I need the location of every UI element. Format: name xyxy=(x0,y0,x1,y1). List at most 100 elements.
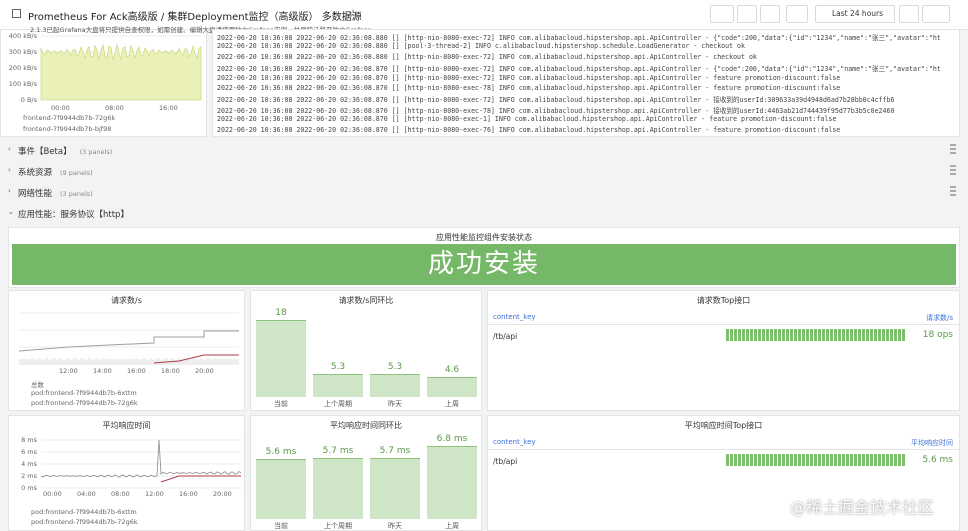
bar-value-label: 5.3 xyxy=(387,361,403,372)
log-line: 2022-06-20 10:36:08 2022-06-20 02:36:08.… xyxy=(217,73,841,82)
row-header[interactable]: ⌄ 应用性能：服务协议【http】 xyxy=(8,205,960,223)
bar-category-label: 昨天 xyxy=(388,400,402,408)
bar-value-label: 5.6 ms xyxy=(265,446,297,457)
y-tick-label: 200 kB/s xyxy=(8,64,37,72)
series-line xyxy=(153,354,239,364)
log-line: 2022-06-20 10:36:08 2022-06-20 02:36:08.… xyxy=(217,34,941,42)
x-tick-label: 00:00 xyxy=(51,104,70,112)
y-tick-label: 0 B/s xyxy=(20,96,37,104)
x-tick-label: 08:00 xyxy=(105,104,124,112)
graph-button[interactable] xyxy=(710,5,734,23)
row-title-text: 系统资源 xyxy=(18,168,53,178)
log-line: 2022-06-20 10:36:08 2022-06-20 02:36:08.… xyxy=(217,84,841,92)
save-button[interactable] xyxy=(737,5,757,23)
series-line xyxy=(160,475,241,483)
row-panel-count: (3 panels) xyxy=(79,148,113,156)
log-line: 2022-06-20 10:36:08 2022-06-20 02:36:08.… xyxy=(217,65,941,74)
column-header: 平均响应时间 xyxy=(911,439,953,447)
bar xyxy=(256,320,306,397)
x-tick-label: 18:00 xyxy=(161,367,180,375)
row-header[interactable]: › 网络性能 (3 panels) xyxy=(8,184,960,202)
drag-handle xyxy=(950,144,956,156)
row-header[interactable]: › 事件【Beta】 (3 panels) xyxy=(8,142,960,160)
request-rate-panel: 请求数/s 12:00 14:00 16:00 18:00 20:00 总数 pod:fro… xyxy=(8,290,245,411)
x-tick-label: 04:00 xyxy=(77,490,96,498)
column-header: content_key xyxy=(493,313,536,321)
row-caret: ⌄ xyxy=(8,208,14,216)
column-header: 请求数/s xyxy=(925,314,953,322)
log-line: 2022-06-20 10:36:08 2022-06-20 02:36:08.… xyxy=(217,96,895,105)
bar xyxy=(370,373,420,397)
bar xyxy=(370,457,420,519)
bar xyxy=(427,446,477,519)
bar-category-label: 当前 xyxy=(274,400,288,408)
panel-title: 平均响应时间 xyxy=(102,421,151,430)
legend-item: frontend-7f9944db7b-bjf98 xyxy=(23,125,112,133)
panel-title: 请求数/s同环比 xyxy=(338,296,394,305)
bar-category-label: 上周 xyxy=(445,400,459,408)
bar-category-label: 上个周期 xyxy=(324,522,352,530)
row-panel-count: (9 panels) xyxy=(60,169,93,177)
zoom-out-button[interactable] xyxy=(899,5,919,23)
bar xyxy=(427,376,477,397)
row-title-text: 应用性能：服务协议【http】 xyxy=(18,210,129,220)
dashboard-title[interactable]: Prometheus For Ack高级版 / 集群Deployment监控（高… xyxy=(28,12,362,23)
star-icon[interactable]: ☆ xyxy=(348,7,358,20)
drag-handle xyxy=(950,186,956,198)
bar-value-label: 6.8 ms xyxy=(436,434,468,444)
request-top-panel: 请求数Top接口 content_key 请求数/s/tb/api 18 ops xyxy=(487,290,960,411)
drag-handle xyxy=(950,165,956,177)
legend-item: frontend-7f9944db7b-72g6k xyxy=(23,114,116,122)
panel-title: 应用性能监控组件安装状态 xyxy=(436,233,532,242)
log-line: 2022-06-20 10:36:08 2022-06-20 02:36:08.… xyxy=(217,115,837,124)
table-cell: 18 ops xyxy=(922,330,953,340)
time-series-chart xyxy=(18,312,239,365)
bar-value-label: 5.7 ms xyxy=(322,445,354,456)
time-picker[interactable]: Last 24 hours xyxy=(815,5,895,23)
series-line xyxy=(18,330,239,352)
log-line: 2022-06-20 10:36:08 2022-06-20 02:36:08.… xyxy=(217,42,745,51)
traffic-panel: 400 kB/s 300 kB/s 200 kB/s 100 kB/s 0 B/s 00:… xyxy=(0,29,207,137)
area xyxy=(40,44,202,101)
traffic-chart xyxy=(40,35,202,101)
watermark: @稀土掘金技术社区 xyxy=(790,498,935,517)
bar-category-label: 上个周期 xyxy=(324,400,352,408)
bar-value-label: 5.7 ms xyxy=(379,445,411,456)
bar xyxy=(313,457,363,519)
y-tick-label: 8 ms xyxy=(21,436,37,444)
panel-title: 请求数/s xyxy=(111,296,142,305)
log-line: 2022-06-20 10:36:08 2022-06-20 02:36:08.… xyxy=(217,52,757,61)
x-tick-label: 16:00 xyxy=(127,367,146,375)
latency-top-panel: 平均响应时间Top接口 content_key 平均响应时间/tb/api 5.6 … xyxy=(487,415,960,531)
settings-button[interactable] xyxy=(760,5,780,23)
log-line: 2022-06-20 10:36:08 2022-06-20 02:36:08.… xyxy=(217,106,895,115)
tv-button[interactable] xyxy=(786,5,808,23)
refresh-button[interactable] xyxy=(922,5,950,23)
row-caret: › xyxy=(8,145,11,153)
header-divider xyxy=(488,324,959,325)
x-tick-label: 14:00 xyxy=(93,367,112,375)
dashboard-icon[interactable] xyxy=(12,9,21,18)
series-line xyxy=(40,439,242,478)
legend-item: pod:frontend-7f9944db7b-72g6k xyxy=(31,399,138,407)
row-header[interactable]: › 系统资源 (9 panels) xyxy=(8,163,960,181)
legend-item: pod:frontend-7f9944db7b-bjf98 xyxy=(31,409,134,410)
row-caret: › xyxy=(8,187,11,195)
bar-gauge xyxy=(726,454,906,466)
x-tick-label: 20:00 xyxy=(195,367,214,375)
y-tick-label: 2 ms xyxy=(21,472,37,480)
notice: 2.1.3已起Grafana大盘将只提供自查权限，如需创建、编辑大盘请使用独立G… xyxy=(30,26,372,34)
column-header: content_key xyxy=(493,438,536,446)
latency-compare-panel: 平均响应时间同环比 5.6 ms 当前 5.7 ms 上个周期 5.7 ms 昨天 6.8 … xyxy=(250,415,482,531)
bar-gauge xyxy=(726,329,906,341)
row-panel-count: (3 panels) xyxy=(60,190,93,198)
legend-item: 总数 xyxy=(31,381,44,389)
row-title: 系统资源 (9 panels) xyxy=(18,166,93,178)
y-tick-label: 0 ms xyxy=(21,484,37,492)
install-status: 成功安装 xyxy=(12,244,956,285)
table-cell: /tb/api xyxy=(493,332,518,341)
row-title: 网络性能 (3 panels) xyxy=(18,187,93,199)
table-cell: /tb/api xyxy=(493,457,518,466)
x-tick-label: 20:00 xyxy=(213,490,232,498)
